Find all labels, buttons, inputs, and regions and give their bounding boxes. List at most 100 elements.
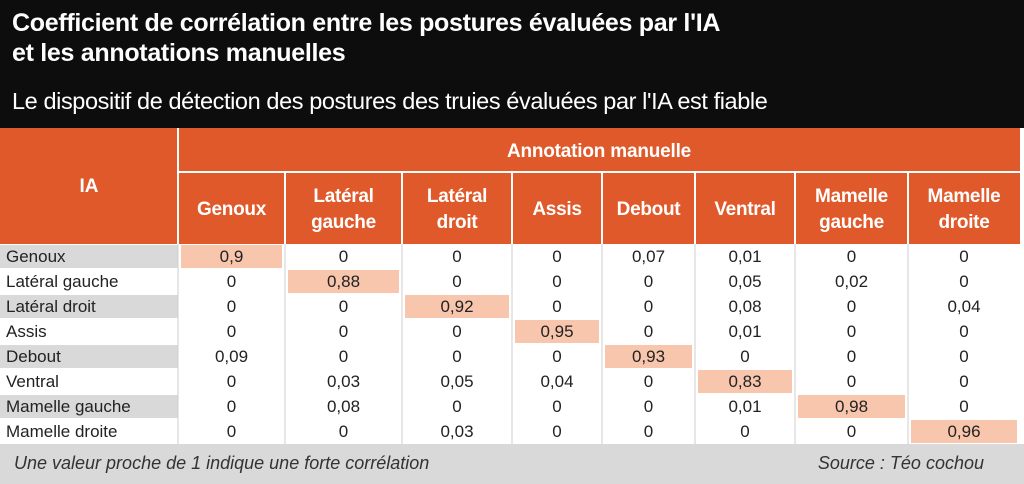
table-cell-value: 0	[644, 322, 653, 341]
table-cell-value: 0	[644, 397, 653, 416]
footer-bar: Une valeur proche de 1 indique une forte…	[0, 444, 1024, 484]
chart-subtitle: Le dispositif de détection des postures …	[12, 88, 768, 114]
footer-note: Une valeur proche de 1 indique une forte…	[14, 453, 430, 473]
row-label: Debout	[6, 347, 61, 366]
row-label-bg	[0, 245, 178, 268]
column-header-label: Assis	[532, 199, 581, 220]
table-cell-value: 0	[644, 272, 653, 291]
column-header-label: Ventral	[714, 199, 775, 220]
title-line-1: Coefficient de corrélation entre les pos…	[12, 9, 721, 37]
diagonal-highlight-cell	[698, 370, 792, 393]
table-cell-value: 0	[552, 347, 561, 366]
column-header-label: droit	[437, 212, 479, 233]
column-header-label: gauche	[311, 212, 376, 233]
table-cell-value: 0	[847, 247, 856, 266]
diagonal-highlight-cell	[515, 320, 599, 343]
diagonal-highlight-cell	[798, 395, 905, 418]
column-header-label: droite	[939, 212, 990, 233]
table-cell-value: 0	[552, 422, 561, 441]
table-cell-value: 0,96	[947, 422, 980, 441]
column-header-label: Genoux	[197, 199, 267, 220]
table-cell-value: 0	[552, 297, 561, 316]
diagonal-highlight-cell	[405, 295, 509, 318]
table-cell-value: 0	[959, 397, 968, 416]
table-cell-value: 0,09	[215, 347, 248, 366]
table-cell-value: 0,03	[327, 372, 360, 391]
column-header-label: Mamelle	[928, 186, 1001, 207]
table-cell-value: 0,01	[728, 397, 761, 416]
row-label: Genoux	[6, 247, 66, 266]
table-cell-value: 0	[339, 347, 348, 366]
row-label-bg	[0, 395, 178, 418]
table-cell-value: 0	[847, 322, 856, 341]
table-cell-value: 0	[452, 272, 461, 291]
table-cell-value: 0	[227, 372, 236, 391]
column-header-label: gauche	[819, 212, 884, 233]
table-cell-value: 0	[847, 422, 856, 441]
table-cell-value: 0,98	[835, 397, 868, 416]
column-group-header: Annotation manuelle	[507, 141, 691, 162]
row-label: Mamelle droite	[6, 422, 118, 441]
table-cell-value: 0	[339, 422, 348, 441]
table-cell-value: 0,88	[327, 272, 360, 291]
header-banner: Coefficient de corrélation entre les pos…	[0, 0, 1024, 128]
column-header-label: Latéral	[427, 186, 487, 207]
table-cell-value: 0	[552, 247, 561, 266]
table-cell-value: 0,93	[632, 347, 665, 366]
title-line-2: et les annotations manuelles	[12, 39, 346, 67]
table-cell-value: 0	[552, 397, 561, 416]
header-row-bg	[0, 128, 1020, 244]
table-cell-value: 0	[959, 272, 968, 291]
table-cell-value: 0	[227, 272, 236, 291]
diagonal-highlight-cell	[288, 270, 399, 293]
table-cell-value: 0	[740, 347, 749, 366]
row-label-bg	[0, 345, 178, 368]
table-cell-value: 0	[452, 397, 461, 416]
table-cell-value: 0,01	[728, 247, 761, 266]
table-cell-value: 0,04	[540, 372, 573, 391]
table-cell-value: 0	[847, 347, 856, 366]
row-label: Mamelle gauche	[6, 397, 131, 416]
row-label: Latéral gauche	[6, 272, 118, 291]
table-cell-value: 0	[452, 247, 461, 266]
row-label: Assis	[6, 322, 47, 341]
table-cell-value: 0	[227, 322, 236, 341]
row-label: Latéral droit	[6, 297, 96, 316]
table-cell-value: 0,08	[728, 297, 761, 316]
table-cell-value: 0,02	[835, 272, 868, 291]
table-cell-value: 0	[227, 297, 236, 316]
diagonal-highlight-cell	[911, 420, 1017, 443]
table-cell-value: 0	[644, 297, 653, 316]
table-cell-value: 0	[339, 297, 348, 316]
row-label-bg	[0, 295, 178, 318]
table-cell-value: 0	[847, 372, 856, 391]
correlation-table: IA Annotation manuelle Genoux Latéral gauche…	[0, 128, 1020, 444]
table-cell-value: 0	[959, 247, 968, 266]
table-cell-value: 0,9	[220, 247, 244, 266]
table-cell-value: 0,04	[947, 297, 980, 316]
diagonal-highlight-cell	[181, 245, 282, 268]
chart-title: Coefficient de corrélation entre les pos…	[12, 8, 1012, 68]
table-cell-value: 0	[339, 322, 348, 341]
table-cell-value: 0	[227, 422, 236, 441]
row-label: Ventral	[6, 372, 59, 391]
table-cell-value: 0,05	[440, 372, 473, 391]
table-cell-value: 0	[959, 372, 968, 391]
table-cell-value: 0	[740, 422, 749, 441]
table-cell-value: 0	[552, 272, 561, 291]
table-cell-value: 0	[959, 347, 968, 366]
table-cell-value: 0,08	[327, 397, 360, 416]
table-cell-value: 0,07	[632, 247, 665, 266]
table-cell-value: 0	[452, 347, 461, 366]
footer-source: Source : Téo cochou	[817, 453, 984, 473]
table-cell-value: 0	[339, 247, 348, 266]
table-cell-value: 0,95	[540, 322, 573, 341]
table-cell-value: 0	[644, 372, 653, 391]
table-cell-value: 0,03	[440, 422, 473, 441]
table-cell-value: 0	[644, 422, 653, 441]
table-cell-value: 0,01	[728, 322, 761, 341]
table-cell-value: 0	[847, 297, 856, 316]
table-cell-value: 0	[227, 397, 236, 416]
column-header-label: Latéral	[313, 186, 373, 207]
